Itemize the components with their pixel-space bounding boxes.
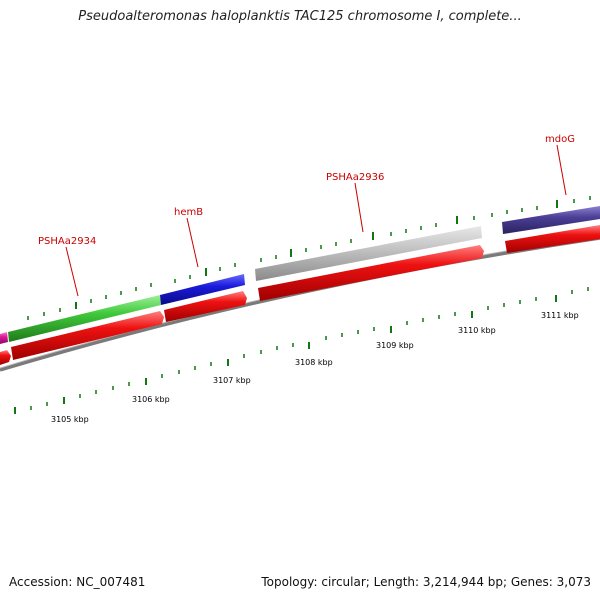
kbp-label: 3105 kbp (51, 415, 89, 424)
cds-arrow-5 (505, 225, 600, 253)
lower-major-ticks (14, 295, 557, 414)
backbone-highlight (0, 235, 600, 369)
lower-tick-row (30, 287, 589, 410)
cds-arrow-3 (164, 291, 247, 322)
gene-label-PSHAa2934: PSHAa2934 (38, 236, 96, 247)
upper-major-ticks (75, 200, 558, 309)
kbp-label: 3107 kbp (213, 376, 251, 385)
kbp-label: 3106 kbp (132, 395, 170, 404)
kbp-label: 3108 kbp (295, 358, 333, 367)
gene-label-mdoG: mdoG (545, 134, 575, 145)
genome-summary-text: Topology: circular; Length: 3,214,944 bp… (261, 575, 591, 589)
gene-label-hemB: hemB (174, 207, 203, 218)
gene-bar-PSHAa2934 (8, 295, 161, 342)
kbp-label: 3109 kbp (376, 341, 414, 350)
label-leaders (65, 144, 567, 297)
gene-bar-mdoG (502, 206, 600, 234)
gene-bar-hemB (160, 274, 245, 305)
cds-arrow-2 (11, 311, 164, 360)
gene-bar-PSHAa2936 (255, 226, 482, 281)
gene-label-PSHAa2936: PSHAa2936 (326, 172, 384, 183)
kbp-label: 3111 kbp (541, 311, 579, 320)
cds-arrow-1 (0, 350, 11, 365)
kbp-label: 3110 kbp (458, 326, 496, 335)
page-title: Pseudoalteromonas haloplanktis TAC125 ch… (78, 9, 522, 24)
cds-arrow-4 (258, 245, 484, 301)
gene-bar-magenta (0, 332, 8, 344)
upper-tick-row (27, 196, 591, 320)
backbone (0, 236, 600, 372)
accession-text: Accession: NC_007481 (9, 575, 146, 589)
gene-labels: PSHAa2934 hemB PSHAa2936 mdoG (38, 134, 575, 247)
position-labels: 3105 kbp 3106 kbp 3107 kbp 3108 kbp 3109… (51, 311, 579, 424)
